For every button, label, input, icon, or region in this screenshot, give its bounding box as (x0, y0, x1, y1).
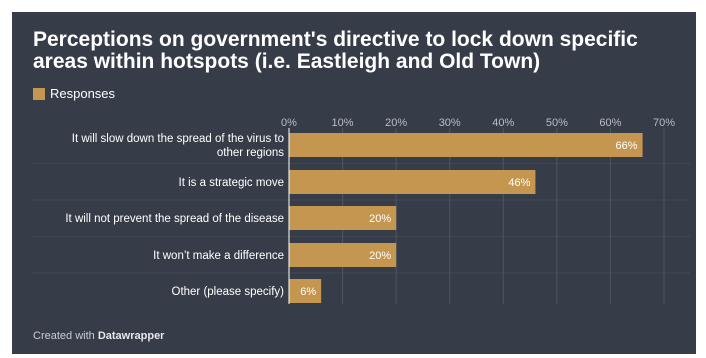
footer-brand: Datawrapper (97, 330, 165, 342)
bar (289, 206, 397, 230)
footer-credit: Created with Datawrapper (33, 330, 164, 342)
chart-title: Perceptions on government's directive to… (33, 28, 638, 73)
x-tick-label: 60% (599, 117, 621, 129)
footer-prefix: Created with (33, 330, 95, 342)
legend-label: Responses (50, 86, 116, 101)
x-tick-label: 40% (492, 117, 514, 129)
bar (289, 243, 397, 267)
data-label: 46% (508, 177, 530, 189)
category-label: It won’t make a difference (153, 250, 284, 262)
data-label: 6% (300, 286, 316, 298)
x-tick-label: 0% (281, 117, 297, 129)
x-tick-label: 30% (439, 117, 461, 129)
bar-chart: 0% 10% 20% 30% 40% 50% 60% 70% It will slow down… (32, 117, 690, 304)
bar (289, 170, 536, 194)
x-tick-label: 10% (332, 117, 354, 129)
bar (289, 133, 643, 157)
category-label: Other (please specify) (172, 286, 285, 298)
x-tick-label: 70% (653, 117, 675, 129)
category-label: It is a strategic move (179, 177, 284, 189)
data-label: 20% (369, 213, 391, 225)
x-tick-label: 50% (546, 117, 568, 129)
data-label: 66% (616, 140, 638, 152)
chart-legend: Responses (33, 86, 115, 101)
chart-card: Perceptions on government's directive to… (12, 12, 696, 354)
category-label: other regions (217, 147, 284, 159)
legend-swatch (33, 87, 45, 100)
category-label: It will slow down the spread of the viru… (72, 133, 284, 145)
bar (289, 279, 322, 303)
data-label: 20% (369, 250, 391, 262)
category-label: It will not prevent the spread of the di… (65, 213, 284, 225)
x-tick-label: 20% (385, 117, 407, 129)
